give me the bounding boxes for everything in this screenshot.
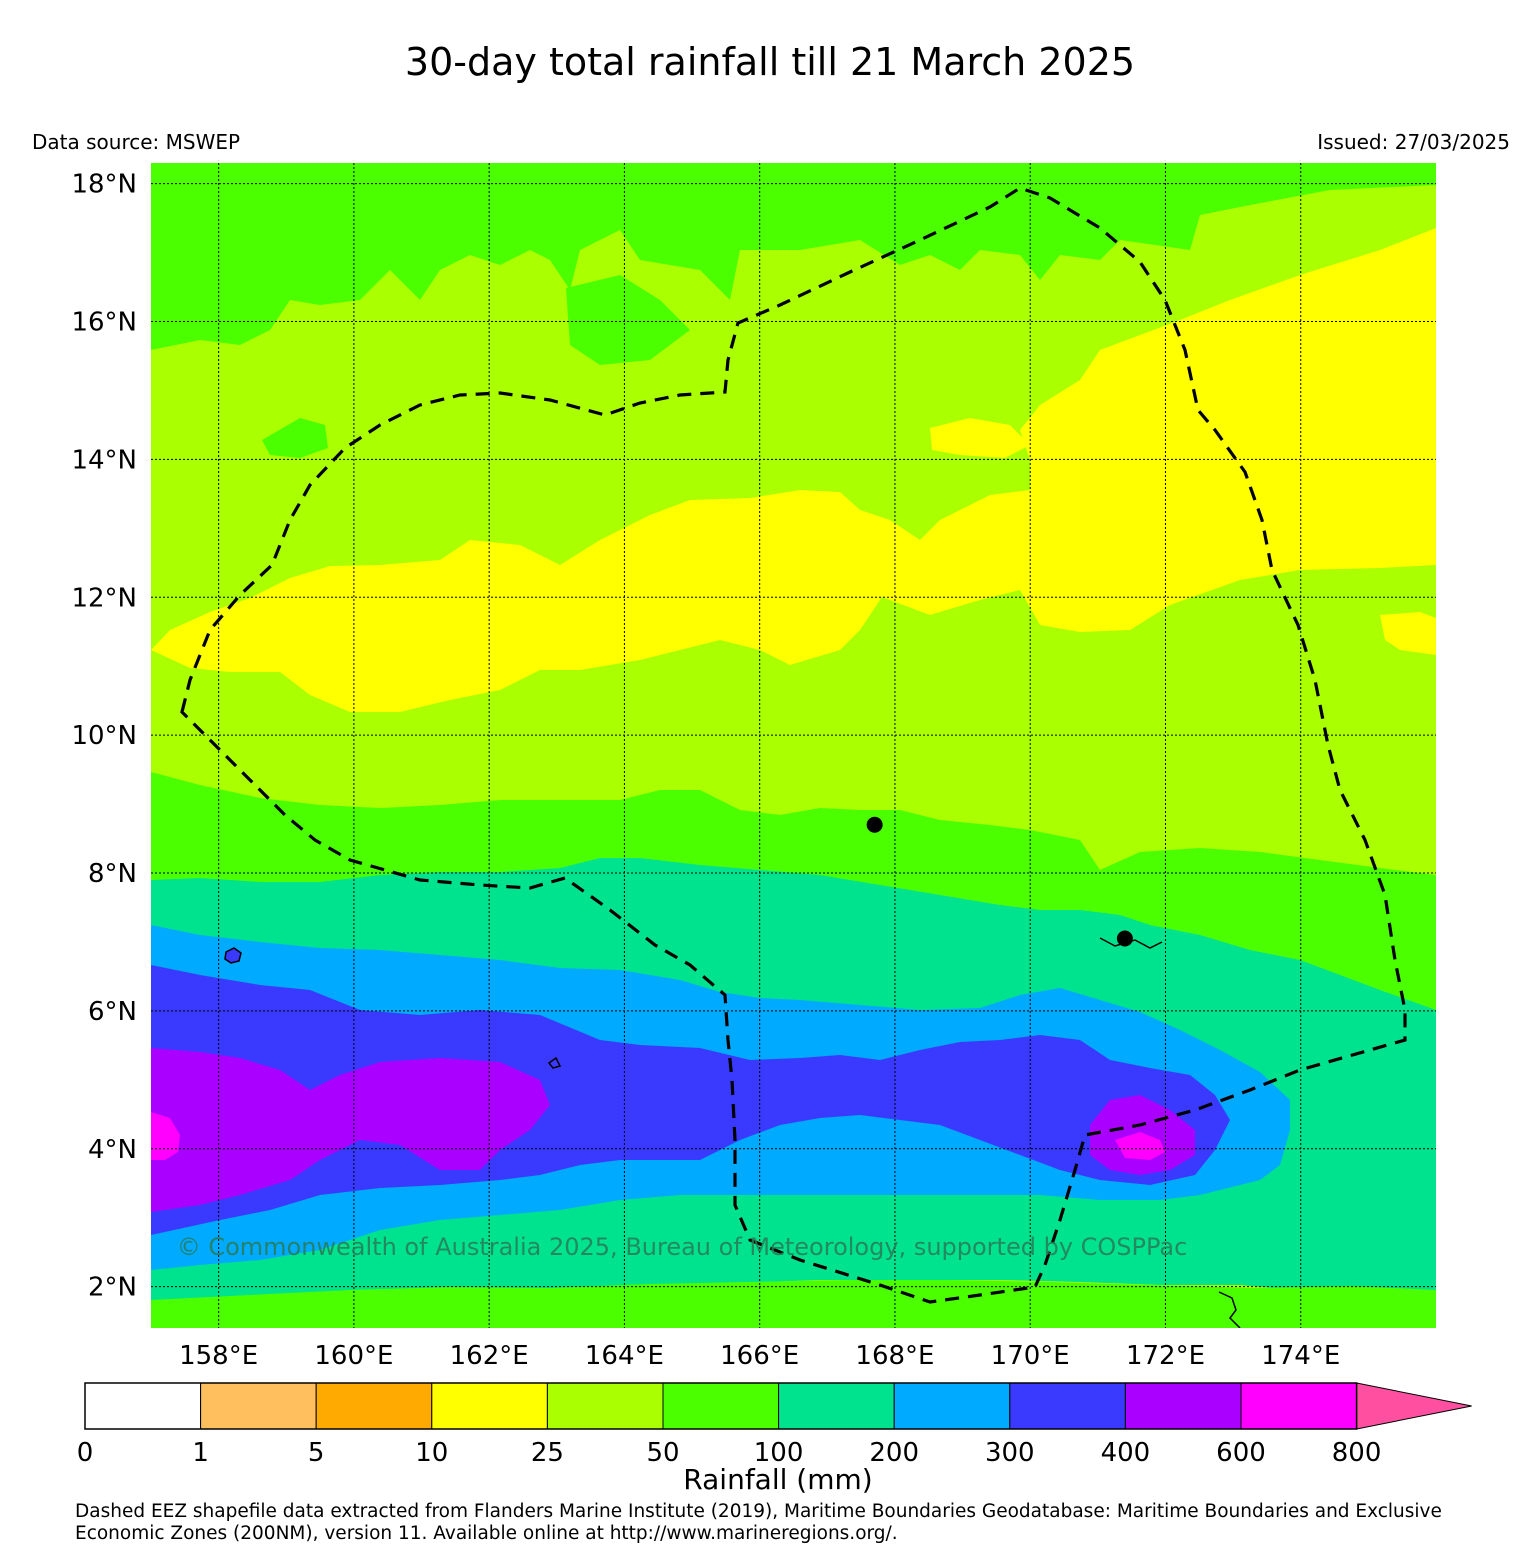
- lat-tick-label: 14°N: [71, 445, 137, 475]
- colorbar-tick-label: 10: [415, 1438, 448, 1468]
- colorbar-tick-label: 600: [1216, 1438, 1266, 1468]
- lat-tick-label: 18°N: [71, 170, 137, 200]
- copyright-watermark: © Commonwealth of Australia 2025, Bureau…: [177, 1233, 1188, 1261]
- lon-tick-label: 172°E: [1126, 1341, 1205, 1371]
- issued-date: Issued: 27/03/2025: [1317, 130, 1510, 154]
- eez-footnote: Dashed EEZ shapefile data extracted from…: [75, 1501, 1442, 1544]
- colorbar-frame: [84, 1382, 1358, 1430]
- lat-tick-label: 16°N: [71, 308, 137, 338]
- band-50-100-south: [151, 1280, 1436, 1328]
- lon-tick-label: 166°E: [720, 1341, 799, 1371]
- lat-tick-label: 2°N: [88, 1273, 137, 1303]
- atoll-outline-east: [1099, 937, 1163, 949]
- lat-tick-label: 8°N: [88, 859, 137, 889]
- lon-tick-label: 164°E: [585, 1341, 664, 1371]
- data-source: Data source: MSWEP: [32, 130, 241, 154]
- band-400-600: [151, 1048, 550, 1212]
- lat-tick-label: 12°N: [71, 583, 137, 613]
- colorbar-extend-arrow: [1356, 1382, 1472, 1430]
- lat-tick-label: 4°N: [88, 1135, 137, 1165]
- colorbar-tick-label: 0: [77, 1438, 94, 1468]
- atoll-outline-south: [1218, 1291, 1241, 1328]
- band-10-25-east-blob: [930, 418, 1030, 458]
- lat-tick-label: 10°N: [71, 721, 137, 751]
- colorbar-segment: [84, 1382, 202, 1430]
- colorbar-segment: [200, 1382, 317, 1430]
- band-50-100-north-blob-2: [262, 418, 328, 458]
- colorbar-segment: [1240, 1382, 1358, 1430]
- colorbar-segment: [1009, 1382, 1126, 1430]
- island-marker: [866, 816, 883, 833]
- lon-tick-label: 162°E: [450, 1341, 529, 1371]
- lon-tick-label: 174°E: [1261, 1341, 1340, 1371]
- colorbar-label: Rainfall (mm): [683, 1463, 873, 1496]
- band-600-800-east: [1115, 1132, 1165, 1160]
- colorbar-tick-label: 5: [308, 1438, 325, 1468]
- colorbar-tick-label: 100: [754, 1438, 804, 1468]
- latitude-labels: 18°N 16°N 14°N 12°N 10°N 8°N 6°N 4°N 2°N: [71, 170, 137, 1303]
- lon-tick-label: 160°E: [314, 1341, 393, 1371]
- atoll-outline-2: [547, 1056, 562, 1069]
- colorbar-tick-label: 200: [869, 1438, 919, 1468]
- colorbar-tick-label: 300: [985, 1438, 1035, 1468]
- colorbar-segment: [893, 1382, 1011, 1430]
- rainfall-contours: [151, 163, 1436, 1328]
- colorbar-segment: [662, 1382, 780, 1430]
- lat-tick-label: 6°N: [88, 997, 137, 1027]
- longitude-labels: 158°E 160°E 162°E 164°E 166°E 168°E 170°E 172°E…: [179, 1341, 1340, 1371]
- lon-tick-label: 158°E: [179, 1341, 258, 1371]
- colorbar-tick-label: 50: [646, 1438, 679, 1468]
- band-50-100-north: [151, 163, 1436, 350]
- colorbar-segment: [431, 1382, 548, 1430]
- lon-tick-label: 170°E: [991, 1341, 1070, 1371]
- band-600-800-west: [151, 1112, 180, 1160]
- colorbar-segment: [1124, 1382, 1242, 1430]
- band-10-25-west-blob: [1380, 612, 1436, 655]
- band-10-25-east: [860, 228, 1436, 632]
- eez-boundary-north: [180, 186, 1407, 1304]
- atoll-outline-west: [224, 947, 242, 964]
- map-title: 30-day total rainfall till 21 March 2025: [404, 40, 1136, 84]
- colorbar-tick-label: 400: [1101, 1438, 1151, 1468]
- colorbar-tick-label: 25: [531, 1438, 564, 1468]
- band-10-25-central: [151, 490, 920, 712]
- colorbar: 0 1 5 10 25 50 100 200 300 400 600 800: [77, 1382, 1472, 1468]
- colorbar-segment: [546, 1382, 664, 1430]
- lon-tick-label: 168°E: [855, 1341, 934, 1371]
- colorbar-segment: [778, 1382, 895, 1430]
- band-300-400: [151, 965, 1230, 1235]
- colorbar-tick-label: 800: [1332, 1438, 1382, 1468]
- band-50-100-north-blob: [566, 275, 690, 365]
- colorbar-tick-label: 1: [192, 1438, 209, 1468]
- colorbar-segment: [315, 1382, 433, 1430]
